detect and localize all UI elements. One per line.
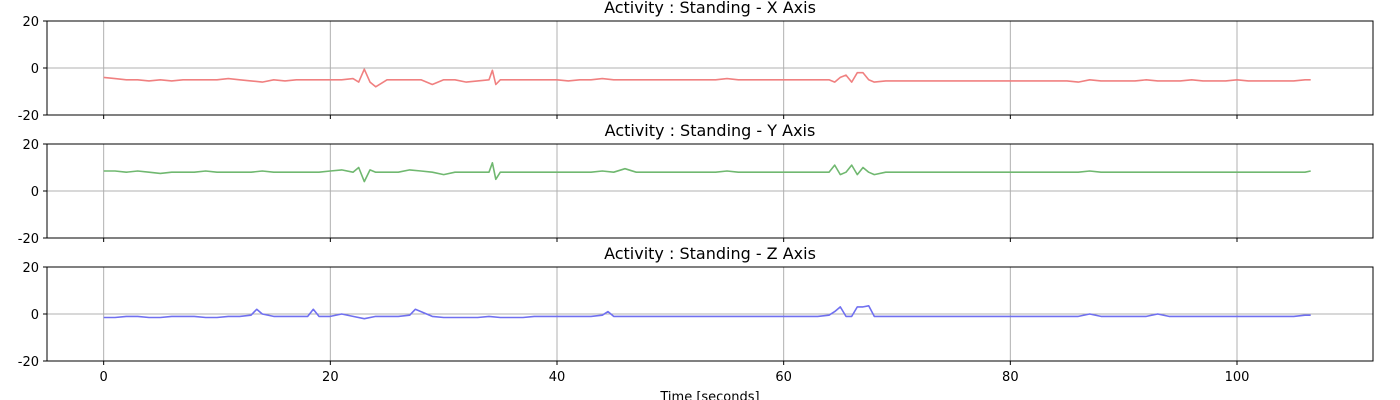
y-tick-label: 0	[31, 62, 39, 77]
y-tick-label: 20	[22, 261, 39, 276]
y-tick-label: -20	[18, 355, 39, 370]
x-tick-label: 80	[1002, 370, 1019, 385]
x-axis-panel: -20 0 20 Activity : Standing - X Axis	[18, 0, 1374, 124]
z-axis-panel: -20 0 20 0 20 40 60 80 100 Activity : Standing - …	[18, 244, 1374, 385]
x-tick-label: 0	[100, 370, 108, 385]
chart-title: Activity : Standing - Z Axis	[604, 244, 816, 263]
y-tick-label: 0	[31, 308, 39, 323]
x-tick-label: 40	[549, 370, 566, 385]
series-line	[103, 68, 1311, 88]
y-tick-label: -20	[18, 109, 39, 124]
x-tick-label: 100	[1225, 370, 1250, 385]
y-tick-label: 0	[31, 185, 39, 200]
y-tick-label: 20	[22, 15, 39, 30]
y-tick-label: -20	[18, 232, 39, 247]
series-line	[103, 162, 1311, 183]
chart-title: Activity : Standing - X Axis	[604, 0, 816, 17]
series-line	[103, 304, 1311, 320]
x-tick-label: 20	[322, 370, 339, 385]
x-axis-label: Time [seconds]	[659, 390, 759, 400]
y-tick-label: 20	[22, 138, 39, 153]
x-tick-label: 60	[775, 370, 792, 385]
chart-title: Activity : Standing - Y Axis	[605, 121, 816, 140]
y-axis-panel: -20 0 20 Activity : Standing - Y Axis	[18, 121, 1374, 247]
